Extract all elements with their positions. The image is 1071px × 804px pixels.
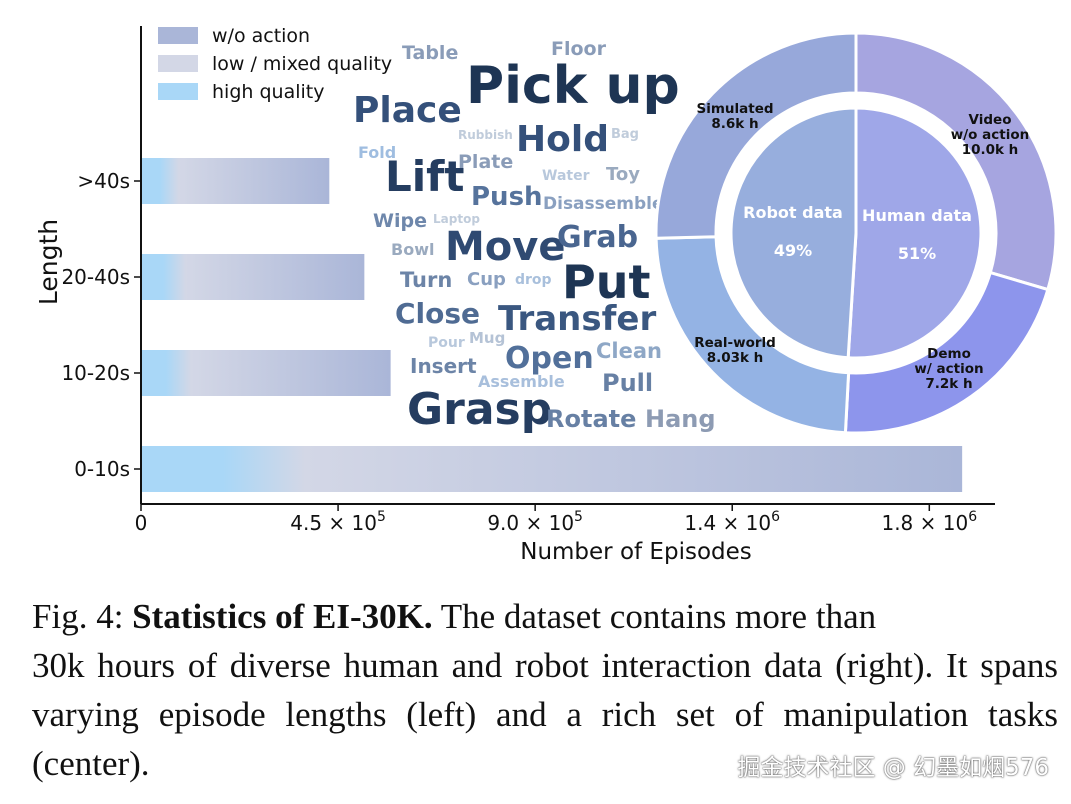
word-water: Water — [542, 168, 590, 184]
donut-inner-robot — [729, 106, 858, 360]
word-laptop: Laptop — [433, 212, 480, 226]
inner-percent-human: 51% — [898, 244, 936, 263]
outer-label-line: Demo — [927, 346, 971, 362]
outer-label-line: w/o action — [951, 127, 1029, 143]
y-tick-label: >40s — [77, 169, 130, 193]
word-hold: Hold — [516, 119, 609, 160]
word-cloud: Pick up Put Grasp Lift Move Place Hold Transfer… — [353, 38, 716, 435]
word-put: Put — [562, 255, 650, 309]
legend-label: low / mixed quality — [212, 53, 392, 75]
x-axis-label: Number of Episodes — [520, 539, 752, 565]
y-tick-label: 20-40s — [61, 265, 130, 289]
caption-body-first: The dataset contains more than — [440, 597, 877, 636]
y-tick-label: 10-20s — [61, 361, 130, 385]
outer-label-line: 8.6k h — [711, 116, 758, 132]
inner-label-robot: Robot data — [743, 203, 843, 222]
x-tick-label: 9.0 × 105 — [487, 509, 583, 535]
legend-label: high quality — [212, 81, 324, 103]
bar-20-40s — [141, 254, 365, 300]
word-toy: Toy — [606, 164, 640, 185]
y-ticks: 0-10s 10-20s 20-40s >40s — [61, 169, 141, 481]
outer-label-line: w/ action — [914, 361, 983, 377]
word-plate: Plate — [458, 151, 513, 173]
word-grab: Grab — [557, 220, 638, 255]
word-assemble: Assemble — [478, 372, 565, 391]
outer-label-line: Video — [969, 112, 1012, 128]
donut-chart: Robot data 49% Human data 51% Simulated8.6k … — [654, 31, 1058, 435]
outer-label-line: Simulated — [696, 101, 773, 117]
legend-label: w/o action — [212, 25, 310, 47]
y-axis-label: Length — [34, 219, 63, 305]
word-bag: Bag — [611, 127, 639, 142]
word-floor: Floor — [551, 38, 607, 60]
word-pull: Pull — [602, 369, 653, 397]
word-hang: Hang — [645, 405, 716, 433]
y-tick-label: 0-10s — [74, 457, 130, 481]
caption-body: 30k hours of diverse human and robot int… — [32, 646, 1058, 783]
word-move: Move — [445, 224, 566, 270]
outer-label-line: 10.0k h — [962, 142, 1019, 158]
word-turn: Turn — [400, 268, 452, 292]
word-clean: Clean — [596, 339, 662, 363]
word-transfer: Transfer — [498, 299, 656, 339]
outer-label-line: Real-world — [694, 335, 776, 351]
word-disassemble: Disassemble — [543, 194, 664, 214]
word-drop: drop — [515, 272, 552, 288]
figure-caption: Fig. 4: Statistics of EI-30K. The datase… — [32, 592, 1058, 788]
word-lift: Lift — [385, 152, 465, 201]
legend-swatch — [158, 55, 198, 72]
caption-first-line: Fig. 4: Statistics of EI-30K. The datase… — [32, 592, 1058, 641]
outer-label-line: 7.2k h — [925, 376, 972, 392]
word-wipe: Wipe — [373, 210, 427, 232]
inner-label-human: Human data — [862, 206, 972, 225]
axes — [140, 26, 995, 505]
inner-percent-robot: 49% — [774, 241, 812, 260]
word-open: Open — [505, 341, 594, 376]
donut-inner-human — [846, 106, 983, 360]
x-tick-label: 1.8 × 106 — [881, 509, 977, 535]
word-table: Table — [402, 42, 458, 64]
word-place: Place — [353, 90, 462, 131]
bar->40s — [141, 158, 330, 204]
word-fold: Fold — [358, 143, 396, 162]
x-ticks: 0 4.5 × 105 9.0 × 105 1.4 × 106 1.8 × 106 — [135, 504, 977, 535]
x-tick-label: 1.4 × 106 — [684, 509, 780, 535]
outer-label-line: 8.03k h — [707, 350, 764, 366]
bar-10-20s — [141, 350, 391, 396]
word-push: Push — [471, 182, 543, 212]
word-close: Close — [395, 297, 480, 330]
legend-swatch — [158, 27, 198, 44]
word-pour: Pour — [428, 335, 465, 351]
caption-label: Fig. 4: — [32, 597, 124, 636]
word-rotate: Rotate — [546, 405, 636, 433]
legend-swatch — [158, 83, 198, 100]
word-bowl: Bowl — [391, 240, 434, 259]
word-insert: Insert — [410, 354, 477, 378]
caption-title: Statistics of EI-30K. — [132, 597, 433, 636]
word-mug: Mug — [469, 329, 505, 347]
bar-0-10s — [141, 446, 963, 492]
bars — [141, 158, 963, 492]
x-tick-label: 4.5 × 105 — [290, 509, 386, 535]
watermark: 掘金技术社区 @ 幻墨如烟576 — [737, 755, 1049, 781]
figure: 0-10s 10-20s 20-40s >40s 0 4.5 × 105 9.0 × 10… — [34, 25, 1058, 565]
donut-outer-simulated — [654, 31, 858, 240]
word-cup: Cup — [467, 269, 506, 290]
donut-outer-video — [854, 31, 1058, 292]
word-pick-up: Pick up — [466, 56, 680, 116]
legend: w/o action low / mixed quality high qualit… — [158, 25, 392, 103]
bar-chart: 0-10s 10-20s 20-40s >40s 0 4.5 × 105 9.0 × 10… — [34, 25, 995, 565]
word-grasp: Grasp — [407, 384, 552, 435]
word-rubbish: Rubbish — [458, 128, 513, 142]
x-tick-label: 0 — [135, 511, 148, 535]
